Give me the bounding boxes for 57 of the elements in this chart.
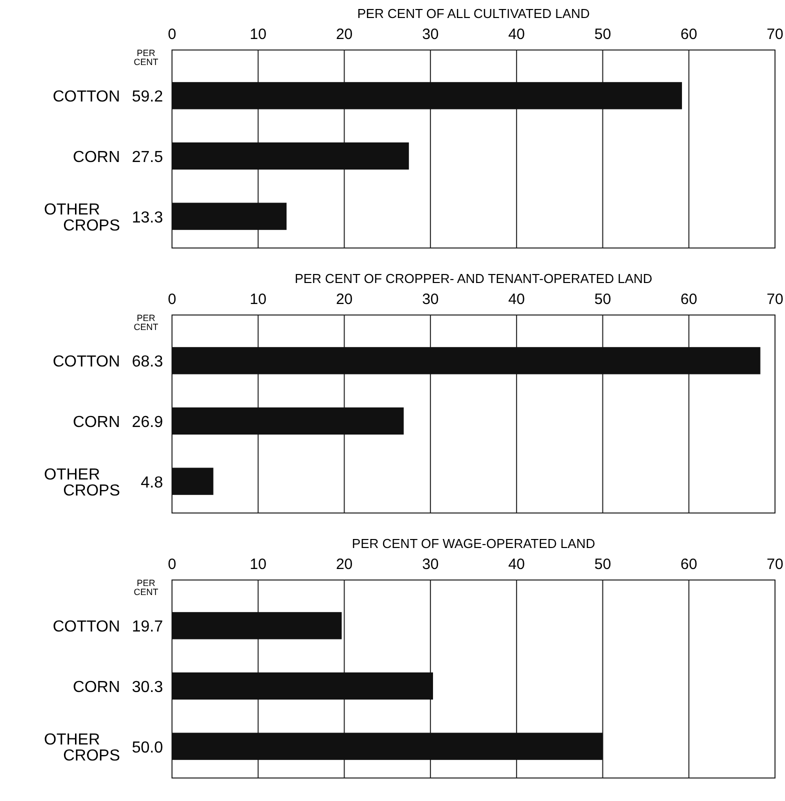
data-label: 59.2 (132, 88, 164, 106)
chart-title: PER CENT OF ALL CULTIVATED LAND (357, 6, 590, 21)
x-tick-label: 60 (680, 291, 698, 308)
y-tick-label: CORN (72, 679, 120, 696)
bar (172, 612, 342, 640)
y-tick-label: CORN (72, 414, 120, 431)
bar (172, 82, 682, 110)
text: PER CENT (134, 578, 159, 597)
y-tick-label: CORN (72, 149, 120, 166)
x-tick-label: 0 (168, 291, 176, 308)
x-tick-label: 10 (250, 556, 266, 573)
y-tick-label: OTHER CROPS (44, 201, 120, 234)
x-tick-label: 30 (422, 26, 439, 43)
x-tick-label: 40 (508, 26, 525, 43)
x-tick-label: 30 (422, 556, 439, 573)
x-tick-label: 20 (336, 291, 353, 308)
bar (172, 202, 287, 230)
text: PER CENT (134, 48, 159, 67)
x-tick-label: 50 (594, 291, 612, 308)
data-label: 13.3 (132, 209, 164, 226)
x-tick-label: 50 (594, 26, 612, 43)
x-tick-label: 40 (508, 556, 525, 573)
x-tick-label: 70 (766, 26, 784, 43)
y-tick-label: COTTON (52, 354, 120, 371)
x-tick-label: 10 (250, 291, 266, 308)
x-tick-label: 20 (336, 26, 353, 43)
x-tick-label: 0 (168, 556, 176, 573)
bar (172, 468, 214, 495)
data-label: 4.8 (140, 474, 164, 492)
x-tick-label: 50 (594, 556, 612, 573)
y-tick-label: COTTON (52, 88, 120, 106)
y-tick-label: OTHER CROPS (44, 731, 120, 764)
data-label: 19.7 (132, 618, 164, 636)
chart-title: PER CENT OF WAGE-OPERATED LAND (352, 536, 596, 551)
data-label: 26.9 (132, 414, 164, 431)
bar (172, 407, 404, 435)
text: PER CENT (134, 313, 159, 332)
y-tick-label: OTHER CROPS (44, 466, 120, 500)
x-tick-label: 70 (766, 556, 784, 573)
x-tick-label: 10 (250, 26, 266, 43)
y-tick-label: COTTON (52, 618, 120, 636)
bar (172, 672, 434, 700)
bar (172, 347, 760, 374)
x-tick-label: 70 (766, 291, 784, 308)
x-tick-label: 60 (680, 556, 698, 573)
x-tick-label: 40 (508, 291, 525, 308)
data-label: 50.0 (132, 739, 164, 756)
data-label: 68.3 (132, 354, 164, 371)
chart-title: PER CENT OF CROPPER- AND TENANT-OPERATED LAND (294, 271, 652, 286)
bar (172, 732, 603, 760)
data-label: 30.3 (132, 679, 164, 696)
x-tick-label: 60 (680, 26, 698, 43)
x-tick-label: 0 (168, 26, 176, 43)
x-tick-label: 20 (336, 556, 353, 573)
data-label: 27.5 (132, 149, 164, 166)
x-tick-label: 30 (422, 291, 439, 308)
bar (172, 142, 409, 170)
